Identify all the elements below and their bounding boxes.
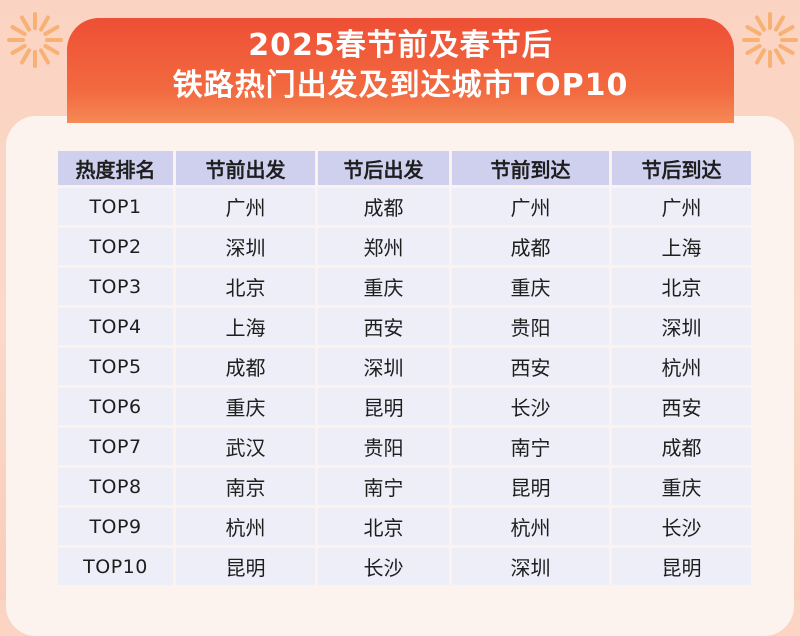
table-row: TOP10 昆明 长沙 深圳 昆明 xyxy=(58,548,751,585)
spark-ray xyxy=(45,38,63,42)
spark-ray xyxy=(780,38,798,42)
spark-ray xyxy=(19,14,32,33)
city-cell: 西安 xyxy=(318,308,449,345)
spark-ray xyxy=(744,24,763,37)
spark-ray xyxy=(42,24,61,37)
spark-ray xyxy=(42,43,61,56)
table-row: TOP4 上海 西安 贵阳 深圳 xyxy=(58,308,751,345)
spark-ray xyxy=(742,38,760,42)
city-cell: 重庆 xyxy=(452,268,609,305)
ranking-table: 热度排名 节前出发 节后出发 节前到达 节后到达 TOP1 广州 成都 广州 广… xyxy=(55,148,754,588)
city-cell: 成都 xyxy=(176,348,315,385)
city-cell: 上海 xyxy=(612,228,751,265)
city-cell: 杭州 xyxy=(612,348,751,385)
table-row: TOP8 南京 南宁 昆明 重庆 xyxy=(58,468,751,505)
table-header-row: 热度排名 节前出发 节后出发 节前到达 节后到达 xyxy=(58,151,751,185)
spark-ray xyxy=(777,24,796,37)
rank-cell: TOP10 xyxy=(58,548,173,585)
rank-cell: TOP7 xyxy=(58,428,173,465)
city-cell: 昆明 xyxy=(612,548,751,585)
city-cell: 重庆 xyxy=(176,388,315,425)
city-cell: 成都 xyxy=(452,228,609,265)
city-cell: 长沙 xyxy=(318,548,449,585)
title-banner xyxy=(67,18,734,123)
city-cell: 昆明 xyxy=(452,468,609,505)
spark-ray xyxy=(773,14,786,33)
spark-ray xyxy=(7,38,25,42)
spark-ray xyxy=(33,12,37,30)
page-title: 2025春节前及春节后 铁路热门出发及到达城市TOP10 xyxy=(67,26,734,106)
spark-ray xyxy=(9,24,28,37)
rank-cell: TOP3 xyxy=(58,268,173,305)
rank-cell: TOP9 xyxy=(58,508,173,545)
table-row: TOP5 成都 深圳 西安 杭州 xyxy=(58,348,751,385)
rank-cell: TOP6 xyxy=(58,388,173,425)
spark-ray xyxy=(38,47,51,66)
city-cell: 广州 xyxy=(176,188,315,225)
spark-ray xyxy=(38,14,51,33)
rank-cell: TOP1 xyxy=(58,188,173,225)
spark-ray xyxy=(9,43,28,56)
title-line-2: 铁路热门出发及到达城市TOP10 xyxy=(172,68,629,103)
table-row: TOP1 广州 成都 广州 广州 xyxy=(58,188,751,225)
city-cell: 北京 xyxy=(612,268,751,305)
city-cell: 西安 xyxy=(612,388,751,425)
header-rank: 热度排名 xyxy=(58,151,173,185)
city-cell: 杭州 xyxy=(452,508,609,545)
spark-ray xyxy=(19,47,32,66)
city-cell: 成都 xyxy=(612,428,751,465)
city-cell: 昆明 xyxy=(318,388,449,425)
spark-ray xyxy=(754,47,767,66)
city-cell: 杭州 xyxy=(176,508,315,545)
city-cell: 郑州 xyxy=(318,228,449,265)
header-after-arrive: 节后到达 xyxy=(612,151,751,185)
city-cell: 长沙 xyxy=(612,508,751,545)
spark-ray xyxy=(33,50,37,68)
table-row: TOP7 武汉 贵阳 南宁 成都 xyxy=(58,428,751,465)
spark-ray xyxy=(777,43,796,56)
spark-ray xyxy=(768,50,772,68)
city-cell: 深圳 xyxy=(318,348,449,385)
city-cell: 广州 xyxy=(452,188,609,225)
city-cell: 南宁 xyxy=(318,468,449,505)
spark-ray xyxy=(768,12,772,30)
rank-cell: TOP4 xyxy=(58,308,173,345)
city-cell: 西安 xyxy=(452,348,609,385)
spark-ray xyxy=(744,43,763,56)
spark-ray xyxy=(754,14,767,33)
city-cell: 贵阳 xyxy=(452,308,609,345)
city-cell: 南京 xyxy=(176,468,315,505)
city-cell: 南宁 xyxy=(452,428,609,465)
header-before-arrive: 节前到达 xyxy=(452,151,609,185)
city-cell: 深圳 xyxy=(176,228,315,265)
city-cell: 北京 xyxy=(176,268,315,305)
city-cell: 深圳 xyxy=(612,308,751,345)
table-row: TOP2 深圳 郑州 成都 上海 xyxy=(58,228,751,265)
rank-cell: TOP5 xyxy=(58,348,173,385)
city-cell: 深圳 xyxy=(452,548,609,585)
city-cell: 贵阳 xyxy=(318,428,449,465)
header-before-depart: 节前出发 xyxy=(176,151,315,185)
table-row: TOP6 重庆 昆明 长沙 西安 xyxy=(58,388,751,425)
header-after-depart: 节后出发 xyxy=(318,151,449,185)
rank-cell: TOP8 xyxy=(58,468,173,505)
title-line-1: 2025春节前及春节后 xyxy=(248,28,553,63)
city-cell: 上海 xyxy=(176,308,315,345)
city-cell: 广州 xyxy=(612,188,751,225)
city-cell: 武汉 xyxy=(176,428,315,465)
city-cell: 重庆 xyxy=(612,468,751,505)
city-cell: 重庆 xyxy=(318,268,449,305)
rank-cell: TOP2 xyxy=(58,228,173,265)
city-cell: 昆明 xyxy=(176,548,315,585)
table-row: TOP9 杭州 北京 杭州 长沙 xyxy=(58,508,751,545)
city-cell: 长沙 xyxy=(452,388,609,425)
spark-ray xyxy=(773,47,786,66)
city-cell: 成都 xyxy=(318,188,449,225)
table-row: TOP3 北京 重庆 重庆 北京 xyxy=(58,268,751,305)
city-cell: 北京 xyxy=(318,508,449,545)
